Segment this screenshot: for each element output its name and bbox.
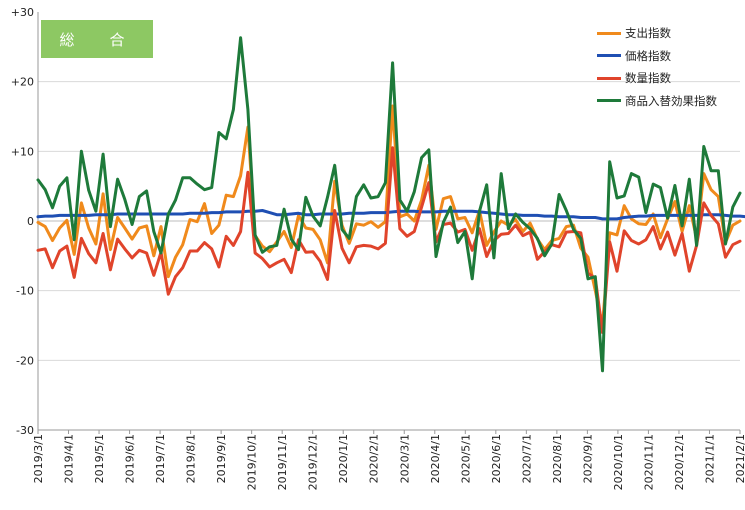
series-lines (36, 36, 745, 373)
legend-item: 数量指数 (597, 67, 717, 90)
x-tick-label: 2020/7/1 (520, 434, 533, 483)
y-tick-labels: +30 +20 +10 0 -10 -20 -30 (11, 6, 34, 437)
legend-swatch (597, 31, 621, 35)
series-line (36, 36, 742, 373)
x-tick-label: 2021/2/1 (734, 434, 745, 483)
series-line (36, 146, 742, 334)
x-tick-label: 2019/5/1 (93, 434, 106, 483)
legend-item: 支出指数 (597, 22, 717, 45)
y-tick-label: -20 (16, 354, 34, 367)
series-line (36, 104, 742, 327)
x-tick-label: 2019/8/1 (185, 434, 198, 483)
legend-swatch (597, 54, 621, 58)
x-tick-label: 2019/4/1 (63, 434, 76, 483)
x-tick-label: 2020/5/1 (459, 434, 472, 483)
legend-label: 支出指数 (625, 26, 671, 41)
y-tick-label: -10 (16, 285, 34, 298)
x-tick-label: 2019/3/1 (32, 434, 45, 483)
y-tick-label: +10 (11, 145, 34, 158)
x-tick-label: 2020/11/1 (642, 434, 655, 490)
x-tick-label: 2020/8/1 (551, 434, 564, 483)
legend-label: 数量指数 (625, 71, 671, 86)
y-tick-label: +20 (11, 76, 34, 89)
x-tick-label: 2019/12/1 (307, 434, 320, 490)
x-tick-label: 2020/12/1 (673, 434, 686, 490)
x-tick-label: 2019/11/1 (276, 434, 289, 490)
chart-title-badge: 総 合 (41, 20, 153, 58)
y-tick-label: -30 (16, 424, 34, 437)
x-tick-labels: 2019/3/1 2019/4/1 2019/5/1 2019/6/1 2019/7/1… (32, 434, 745, 490)
x-tick-label: 2019/9/1 (215, 434, 228, 483)
x-tick-label: 2019/10/1 (246, 434, 259, 490)
legend-item: 商品入替効果指数 (597, 90, 717, 113)
chart-legend: 支出指数 価格指数 数量指数 商品入替効果指数 (597, 22, 717, 112)
x-tick-label: 2020/10/1 (612, 434, 625, 490)
x-tick-label: 2020/6/1 (490, 434, 503, 483)
legend-label: 価格指数 (625, 48, 671, 63)
legend-swatch (597, 99, 621, 103)
x-tick-label: 2020/2/1 (368, 434, 381, 483)
x-tick-label: 2020/1/1 (337, 434, 350, 483)
x-tick-label: 2020/9/1 (581, 434, 594, 483)
x-tick-label: 2019/6/1 (124, 434, 137, 483)
x-tick-label: 2019/7/1 (154, 434, 167, 483)
series-line (36, 209, 745, 221)
legend-swatch (597, 76, 621, 80)
y-tick-label: 0 (27, 215, 34, 228)
x-tick-label: 2020/3/1 (398, 434, 411, 483)
y-tick-label: +30 (11, 6, 34, 19)
x-tick-label: 2021/1/1 (703, 434, 716, 483)
x-tick-label: 2020/4/1 (429, 434, 442, 483)
legend-label: 商品入替効果指数 (625, 93, 717, 108)
legend-item: 価格指数 (597, 45, 717, 68)
